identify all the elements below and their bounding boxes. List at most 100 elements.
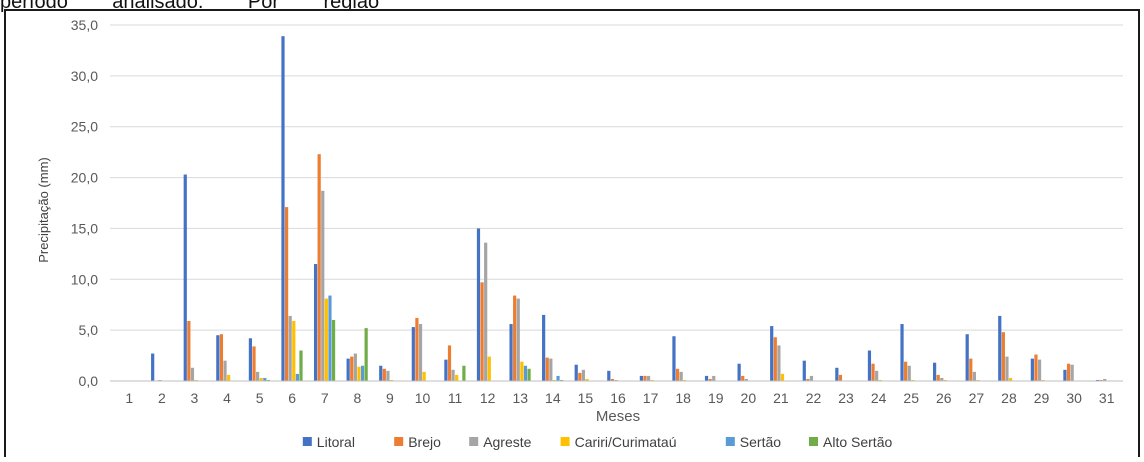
- bar-cariri-curimata--9: [389, 379, 394, 381]
- x-tick-label: 24: [871, 390, 887, 406]
- bar-agreste-14: [549, 358, 553, 381]
- bar-alto-sert-o-8: [364, 328, 368, 381]
- bar-litoral-23: [835, 367, 839, 381]
- y-tick-label: 25,0: [71, 119, 98, 135]
- bar-agreste-11: [451, 369, 455, 381]
- bar-brejo-16: [610, 378, 614, 381]
- bar-litoral-31: [1095, 379, 1100, 381]
- x-tick-label: 20: [741, 390, 757, 406]
- bar-litoral-7: [313, 264, 318, 381]
- bar-brejo-30: [1066, 363, 1071, 381]
- bar-agreste-27: [972, 371, 976, 381]
- bar-litoral-3: [183, 174, 187, 381]
- bar-cariri-curimata--28: [1008, 377, 1013, 381]
- x-tick-label: 17: [643, 390, 659, 406]
- bar-agreste-7: [321, 190, 325, 381]
- bar-cariri-curimata--8: [357, 366, 361, 381]
- bar-litoral-13: [509, 324, 513, 381]
- bar-agreste-19: [712, 375, 716, 381]
- bar-litoral-8: [346, 358, 350, 381]
- bar-brejo-22: [806, 378, 810, 381]
- bar-agreste-10: [418, 324, 423, 381]
- x-tick-label: 5: [256, 390, 264, 406]
- x-tick-label: 14: [545, 390, 561, 406]
- bar-litoral-29: [1030, 358, 1034, 381]
- chart-frame: [4, 9, 1140, 457]
- x-tick-label: 4: [223, 390, 231, 406]
- bar-brejo-14: [545, 357, 549, 381]
- bar-brejo-26: [936, 374, 940, 381]
- bar-agreste-5: [256, 371, 260, 381]
- bar-cariri-curimata--18: [683, 379, 687, 381]
- bar-litoral-16: [607, 370, 611, 381]
- bar-cariri-curimata--27: [976, 379, 980, 381]
- bar-litoral-4: [216, 335, 220, 381]
- bar-litoral-5: [248, 338, 253, 381]
- y-tick-label: 15,0: [71, 220, 98, 236]
- x-tick-label: 10: [415, 390, 431, 406]
- legend-entry: Brejo: [408, 434, 441, 450]
- bar-litoral-26: [933, 362, 937, 381]
- bar-litoral-22: [802, 360, 806, 381]
- bar-brejo-20: [741, 375, 745, 381]
- x-tick-label: 16: [610, 390, 626, 406]
- bar-brejo-3: [187, 320, 191, 381]
- bar-agreste-16: [614, 379, 618, 381]
- bar-litoral-27: [965, 334, 969, 381]
- bar-litoral-28: [998, 315, 1002, 381]
- bar-litoral-6: [281, 36, 285, 381]
- bar-brejo-18: [675, 368, 680, 381]
- bar-litoral-11: [444, 359, 448, 381]
- x-tick-label: 8: [353, 390, 361, 406]
- bar-cariri-curimata--12: [487, 356, 491, 381]
- bar-agreste-25: [907, 365, 911, 381]
- bar-cariri-curimata--4: [227, 374, 231, 381]
- legend-swatch: [560, 437, 570, 446]
- x-tick-label: 25: [903, 390, 919, 406]
- bar-alto-sert-o-6: [299, 350, 303, 381]
- bar-cariri-curimata--5: [259, 377, 263, 381]
- y-tick-labels: 0,0 5,0 10,0 15,0 20,0 25,0 30,0 35,0: [71, 17, 98, 389]
- bar-brejo-8: [350, 356, 354, 381]
- bar-cariri-curimata--11: [455, 374, 459, 381]
- bar-sert-o-5: [263, 377, 267, 381]
- bar-cariri-curimata--3: [194, 379, 198, 381]
- bar-brejo-12: [480, 282, 484, 381]
- bar-brejo-7: [317, 154, 321, 381]
- bars: [151, 36, 1107, 381]
- bar-cariri-curimata--13: [520, 361, 524, 381]
- bar-sert-o-13: [523, 365, 528, 381]
- bar-brejo-13: [513, 295, 517, 381]
- x-tick-label: 6: [288, 390, 296, 406]
- x-tick-label: 15: [578, 390, 594, 406]
- bar-agreste-29: [1037, 359, 1042, 381]
- bar-brejo-21: [773, 337, 777, 381]
- bar-litoral-19: [704, 375, 709, 381]
- x-tick-label: 26: [936, 390, 952, 406]
- bar-brejo-6: [284, 207, 289, 381]
- x-tick-label: 22: [806, 390, 822, 406]
- y-axis-label: Precipitação (mm): [36, 157, 51, 262]
- x-tick-label: 29: [1034, 390, 1050, 406]
- legend-entry: Cariri/Curimataú: [575, 434, 677, 450]
- bar-litoral-21: [770, 326, 774, 381]
- bar-brejo-15: [578, 372, 582, 381]
- bar-cariri-curimata--26: [943, 379, 948, 381]
- legend-swatch: [394, 437, 404, 446]
- bar-brejo-28: [1001, 332, 1005, 381]
- bar-agreste-31: [1103, 378, 1107, 381]
- x-tick-label: 9: [386, 390, 394, 406]
- bar-litoral-18: [672, 336, 676, 381]
- x-tick-label: 1: [125, 390, 133, 406]
- bar-brejo-17: [643, 375, 647, 381]
- x-tick-label: 2: [158, 390, 166, 406]
- bar-agreste-21: [777, 345, 781, 381]
- x-tick-label: 23: [838, 390, 854, 406]
- bar-brejo-11: [447, 345, 452, 381]
- x-tick-label: 21: [773, 390, 789, 406]
- bar-litoral-14: [542, 314, 546, 381]
- x-tick-label: 18: [675, 390, 691, 406]
- x-tick-label: 19: [708, 390, 724, 406]
- legend-swatch: [469, 437, 479, 446]
- bar-litoral-9: [379, 365, 383, 381]
